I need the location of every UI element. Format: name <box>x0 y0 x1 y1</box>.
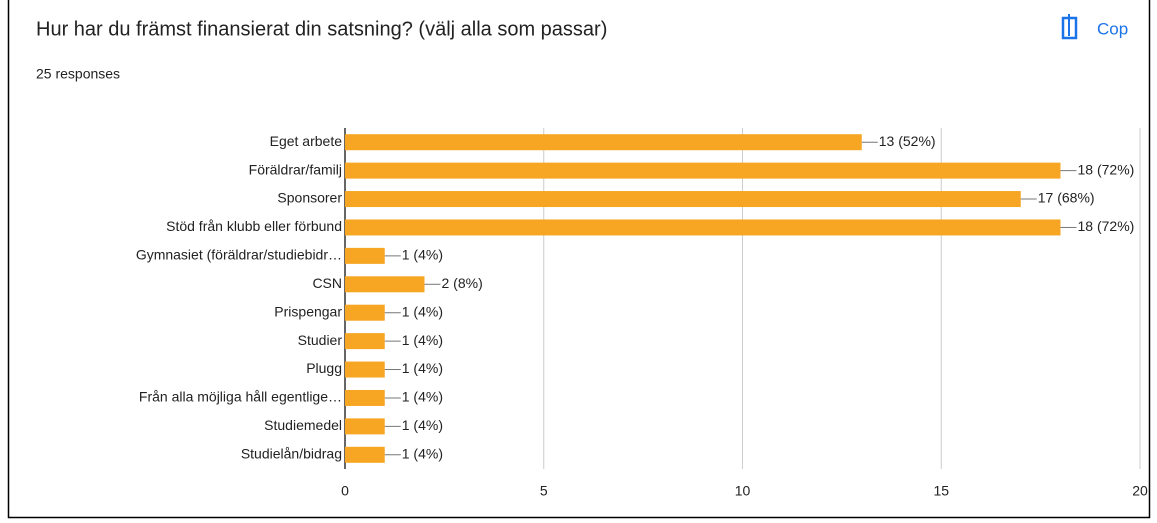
bar <box>345 389 385 406</box>
y-tick-label: Föräldrar/familj <box>249 161 342 177</box>
data-label: 18 (72%) <box>1078 161 1135 177</box>
y-tick-label: Studielån/bidrag <box>241 445 342 461</box>
copy-label: Cop <box>1097 19 1128 38</box>
y-tick-label: CSN <box>312 275 342 291</box>
data-label: 18 (72%) <box>1078 218 1135 234</box>
frame <box>7 0 1151 519</box>
data-label: 1 (4%) <box>402 303 443 319</box>
data-label: 1 (4%) <box>402 247 443 263</box>
data-label: 1 (4%) <box>402 360 443 376</box>
data-label: 2 (8%) <box>442 275 483 291</box>
y-tick-label: Studier <box>298 332 343 348</box>
y-tick-label: Sponsorer <box>277 190 342 206</box>
bar <box>345 276 425 293</box>
x-tick-label: 15 <box>933 483 949 499</box>
y-tick-label: Plugg <box>306 360 342 376</box>
bar <box>345 134 862 151</box>
data-label: 1 (4%) <box>402 445 443 461</box>
x-tick-label: 20 <box>1132 483 1148 499</box>
data-label: 1 (4%) <box>402 389 443 405</box>
bar <box>345 304 385 321</box>
bar <box>345 333 385 350</box>
data-label: 17 (68%) <box>1038 190 1095 206</box>
x-tick-label: 5 <box>540 483 548 499</box>
data-label: 1 (4%) <box>402 417 443 433</box>
data-label: 13 (52%) <box>879 133 936 149</box>
y-tick-label: Eget arbete <box>270 133 343 149</box>
y-tick-label: Stöd från klubb eller förbund <box>166 218 342 234</box>
copy-button[interactable]: Cop <box>1061 14 1128 40</box>
y-tick-label: Från alla möjliga håll egentlige… <box>139 389 342 405</box>
data-label: 1 (4%) <box>402 332 443 348</box>
chart-subtitle: 25 responses <box>36 66 120 82</box>
y-tick-label: Gymnasiet (föräldrar/studiebidr… <box>136 247 342 263</box>
x-tick-label: 0 <box>341 483 349 499</box>
chart-body: Hur har du främst finansierat din satsni… <box>36 14 1148 499</box>
y-tick-label: Studiemedel <box>264 417 342 433</box>
y-tick-label: Prispengar <box>274 303 342 319</box>
x-tick-label: 10 <box>735 483 751 499</box>
bar <box>345 418 385 435</box>
bar <box>345 446 385 463</box>
bar <box>345 247 385 264</box>
bar <box>345 162 1061 179</box>
bar <box>345 191 1021 208</box>
chart-title: Hur har du främst finansierat din satsni… <box>36 18 607 40</box>
bar <box>345 361 385 378</box>
bar <box>345 219 1061 236</box>
copy-icon <box>1068 14 1070 36</box>
